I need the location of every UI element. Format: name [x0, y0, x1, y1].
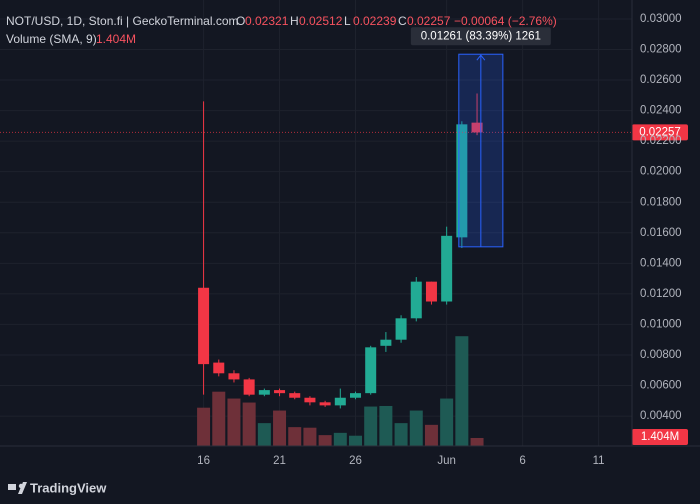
y-tick-label: 0.01400: [640, 257, 682, 269]
y-tick-label: 0.01800: [640, 196, 682, 208]
x-tick-label: 16: [197, 455, 210, 467]
candle-body: [274, 390, 286, 394]
candle-body: [319, 402, 331, 406]
change: −0.00064 (−2.76%): [454, 14, 557, 28]
ohlc-key: O: [236, 14, 245, 28]
candle-body: [471, 122, 483, 133]
x-tick-label: 11: [593, 455, 605, 467]
brand-logo: [8, 482, 27, 494]
candle-body: [350, 393, 361, 398]
candle-body: [380, 339, 392, 346]
y-tick-label: 0.02000: [640, 166, 682, 178]
ohlc-value: 0.02239: [353, 14, 397, 28]
measure-label-box: [410, 27, 551, 46]
volume-bar: [440, 398, 454, 446]
candle-body: [365, 347, 377, 394]
volume-bar: [197, 407, 211, 446]
candle-body: [198, 287, 210, 365]
volume-bar: [409, 410, 423, 446]
measure-label: 0.01261 (83.39%) 1261: [421, 30, 541, 42]
ohlc-value: 0.02257: [407, 14, 451, 28]
y-tick-label: 0.01000: [640, 318, 682, 330]
volume-bar: [303, 427, 317, 446]
measure-arrowhead: [476, 54, 486, 61]
ohlc-legend: O 0.02321 H 0.02512 L 0.02239 C 0.02257 −0.00064…: [236, 14, 557, 28]
candle-body: [289, 393, 301, 398]
candle-body: [410, 281, 422, 319]
volume-bar: [257, 423, 271, 446]
volume-bar: [227, 398, 241, 446]
volume-bar: [273, 410, 287, 446]
last-price-box: [632, 124, 688, 141]
candle-body: [441, 235, 453, 302]
volume-bar: [212, 391, 226, 446]
y-tick-label: 0.01200: [640, 288, 682, 300]
volume-bar: [242, 402, 256, 446]
ohlc-value: 0.02512: [299, 14, 343, 28]
y-tick-label: 0.01600: [640, 227, 682, 239]
volume-bar: [379, 405, 393, 446]
brand: TradingView: [30, 480, 107, 495]
volume-bar: [288, 427, 302, 446]
candle-body: [425, 281, 437, 302]
ohlc-value: 0.02321: [245, 14, 289, 28]
volume-layer: [197, 336, 484, 446]
ohlc-key: L: [344, 14, 351, 28]
candle-body: [395, 318, 407, 340]
x-tick-label: 21: [273, 455, 286, 467]
candle-layer: [198, 93, 483, 409]
volume-bar: [424, 424, 438, 446]
y-tick-label: 0.00600: [640, 380, 682, 392]
volume-bar: [394, 423, 408, 446]
y-tick-label: 0.02600: [640, 74, 682, 86]
volume-label: 1.404M: [641, 431, 679, 443]
ohlc-key: C: [398, 14, 407, 28]
x-tick-label: 6: [519, 455, 525, 467]
candle-body: [456, 124, 468, 238]
y-tick-label: 0.02400: [640, 105, 682, 117]
chart-title: NOT/USD, 1D, Ston.fi | GeckoTerminal.com: [6, 14, 239, 28]
y-tick-label: 0.02800: [640, 44, 682, 56]
y-tick-label: 0.00400: [640, 410, 682, 422]
candle-body: [213, 362, 225, 374]
volume-bar: [333, 432, 347, 446]
volume-bar: [349, 435, 362, 446]
candle-body: [228, 373, 240, 380]
last-price-label: 0.02257: [639, 126, 681, 138]
y-tick-label: 0.02200: [640, 135, 682, 147]
candle-body: [258, 390, 270, 395]
x-tick-label: Jun: [437, 455, 456, 467]
candle-body: [243, 379, 255, 395]
volume-legend-value: 1.404M: [96, 32, 136, 46]
y-tick-label: 0.03000: [640, 13, 682, 25]
grid: [0, 0, 632, 446]
volume-bar: [318, 435, 332, 446]
volume-bar: [364, 406, 378, 446]
volume-label-box: [632, 429, 688, 445]
volume-title: Volume (SMA, 9): [6, 32, 97, 46]
overlay-layer: 0.02257 1.404M 0.01261 (83.39%) 1261: [0, 27, 688, 445]
candle-body: [304, 397, 316, 403]
candle-body: [334, 397, 346, 406]
volume-bar: [455, 336, 469, 446]
x-tick-label: 26: [349, 455, 362, 467]
ohlc-key: H: [290, 14, 299, 28]
y-tick-label: 0.00800: [640, 349, 682, 361]
volume-bar: [470, 437, 484, 446]
